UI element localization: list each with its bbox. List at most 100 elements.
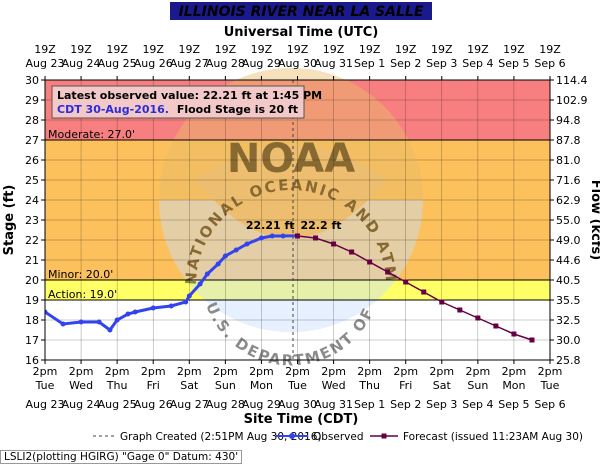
y2-tick-label: 102.9 — [556, 94, 588, 107]
observed-point — [183, 299, 189, 305]
x-bottom-time-label: 2pm — [466, 365, 491, 378]
x-top-day-label: Aug 25 — [98, 57, 137, 70]
x-top-day-label: Sep 6 — [534, 57, 565, 70]
x-top-time-label: 19Z — [467, 43, 489, 56]
observed-value-label: 22.21 ft — [246, 219, 295, 232]
x-bottom-time-label: 2pm — [105, 365, 130, 378]
x-bottom-weekday-label: Mon — [250, 379, 273, 392]
x-top-time-label: 19Z — [251, 43, 273, 56]
footer-datum: LSLI2(plotting HGIRG) "Gage 0" Datum: 43… — [0, 450, 243, 464]
legend-observed: Observed — [313, 431, 364, 443]
x-top-time-label: 19Z — [34, 43, 56, 56]
x-bottom-time-label: 2pm — [502, 365, 527, 378]
y-tick-label: 19 — [25, 294, 39, 307]
x-top-time-label: 19Z — [539, 43, 561, 56]
x-bottom-day-label: Sep 2 — [390, 398, 421, 411]
noaa-logo-text: NOAA — [227, 136, 355, 182]
observed-point — [168, 303, 174, 309]
x-top-day-label: Sep 3 — [426, 57, 457, 70]
y-axis-title: Stage (ft) — [2, 185, 17, 256]
y2-tick-label: 94.8 — [556, 114, 581, 127]
x-bottom-weekday-label: Sun — [215, 379, 236, 392]
y-tick-label: 22 — [25, 234, 39, 247]
x-bottom-weekday-label: Tue — [35, 379, 55, 392]
x-bottom-day-label: Aug 25 — [98, 398, 137, 411]
observed-point — [233, 247, 239, 253]
x-bottom-time-label: 2pm — [357, 365, 382, 378]
x-top-day-label: Aug 30 — [278, 57, 317, 70]
observed-point — [60, 321, 66, 327]
observed-point — [197, 281, 203, 287]
x-bottom-weekday-label: Wed — [322, 379, 346, 392]
x-bottom-weekday-label: Thu — [106, 379, 128, 392]
forecast-point — [367, 259, 373, 265]
x-top-day-label: Aug 31 — [314, 57, 353, 70]
y-tick-label: 24 — [25, 194, 39, 207]
y2-tick-label: 32.5 — [556, 314, 581, 327]
info-line-1: Latest observed value: 22.21 ft at 1:45 … — [57, 89, 322, 102]
x-top-day-label: Sep 5 — [498, 57, 529, 70]
observed-point — [280, 233, 286, 239]
y-tick-label: 26 — [25, 154, 39, 167]
forecast-point — [439, 299, 445, 305]
observed-point — [186, 293, 192, 299]
x-bottom-day-label: Aug 23 — [26, 398, 65, 411]
x-bottom-time-label: 2pm — [429, 365, 454, 378]
x-bottom-weekday-label: Sun — [467, 379, 488, 392]
forecast-point — [511, 331, 517, 337]
x-bottom-weekday-label: Wed — [69, 379, 93, 392]
x-bottom-day-label: Aug 29 — [242, 398, 281, 411]
title-bar — [170, 2, 432, 20]
forecast-point — [493, 323, 499, 329]
observed-point — [258, 235, 264, 241]
x-top-time-label: 19Z — [179, 43, 201, 56]
y2-tick-label: 62.9 — [556, 194, 581, 207]
x-bottom-time-label: 2pm — [393, 365, 418, 378]
y2-tick-label: 114.4 — [556, 74, 588, 87]
stage-label-minor: Minor: 20.0' — [48, 268, 113, 281]
x-bottom-day-label: Aug 31 — [314, 398, 353, 411]
forecast-point — [403, 279, 409, 285]
x-top-day-label: Sep 2 — [390, 57, 421, 70]
x-bottom-weekday-label: Tue — [540, 379, 560, 392]
observed-point — [269, 233, 275, 239]
forecast-point — [529, 337, 535, 343]
observed-point — [125, 311, 131, 317]
forecast-point — [313, 235, 319, 241]
x-top-time-label: 19Z — [215, 43, 237, 56]
y-tick-label: 30 — [25, 74, 39, 87]
x-top-time-label: 19Z — [106, 43, 128, 56]
forecast-point — [349, 249, 355, 255]
forecast-line — [297, 235, 533, 341]
x-top-time-label: 19Z — [323, 43, 345, 56]
forecast-point — [421, 289, 427, 295]
x-bottom-weekday-label: Thu — [358, 379, 380, 392]
y2-tick-label: 49.0 — [556, 234, 581, 247]
observed-point — [150, 305, 156, 311]
x-top-day-label: Aug 23 — [26, 57, 65, 70]
y-tick-label: 28 — [25, 114, 39, 127]
svg-text:CDT 30-Aug-2016. Flood S: CDT 30-Aug-2016. Flood Stage is 20 ft — [57, 103, 298, 116]
top-axis-title: Universal Time (UTC) — [224, 25, 379, 40]
forecast-point — [457, 307, 463, 313]
x-top-day-label: Sep 1 — [354, 57, 385, 70]
y2-tick-label: 30.0 — [556, 334, 581, 347]
x-bottom-time-label: 2pm — [69, 365, 94, 378]
x-bottom-day-label: Sep 1 — [354, 398, 385, 411]
y-tick-label: 27 — [25, 134, 39, 147]
forecast-point — [385, 269, 391, 275]
x-bottom-weekday-label: Fri — [399, 379, 412, 392]
x-top-day-label: Aug 29 — [242, 57, 281, 70]
y-tick-label: 17 — [25, 334, 39, 347]
observed-point — [114, 317, 120, 323]
x-bottom-time-label: 2pm — [177, 365, 202, 378]
y-tick-label: 16 — [25, 354, 39, 367]
x-top-time-label: 19Z — [70, 43, 92, 56]
x-top-time-label: 19Z — [359, 43, 381, 56]
x-bottom-day-label: Sep 5 — [498, 398, 529, 411]
x-top-day-label: Sep 4 — [462, 57, 493, 70]
x-bottom-time-label: 2pm — [321, 365, 346, 378]
legend-forecast: Forecast (issued 11:23AM Aug 30) — [403, 431, 583, 443]
x-top-time-label: 19Z — [431, 43, 453, 56]
observed-point — [132, 309, 138, 315]
